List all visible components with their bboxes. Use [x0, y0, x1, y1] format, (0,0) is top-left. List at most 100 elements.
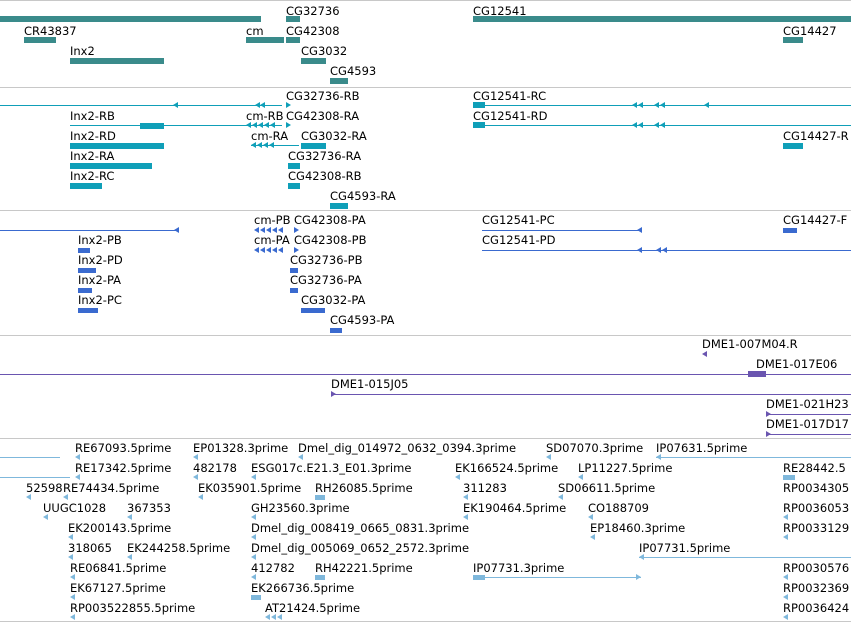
- transcript-exon[interactable]: [288, 183, 300, 189]
- est-exon[interactable]: [251, 595, 261, 600]
- feature-label[interactable]: CG12541-PD: [482, 233, 556, 247]
- transcript-exon[interactable]: [473, 122, 485, 128]
- protein-line[interactable]: [0, 230, 178, 231]
- feature-label[interactable]: CG42308-RB: [288, 169, 362, 183]
- feature-label[interactable]: RH42221.5prime: [315, 561, 413, 575]
- feature-label[interactable]: CG32736-PA: [290, 273, 362, 287]
- feature-label[interactable]: GH23560.3prime: [251, 501, 350, 515]
- feature-label[interactable]: RE17342.5prime: [75, 461, 172, 475]
- transcript-line[interactable]: [70, 125, 282, 126]
- transcript-exon[interactable]: [70, 163, 152, 169]
- feature-label[interactable]: EK190464.5prime: [463, 501, 567, 515]
- gene-feature[interactable]: [246, 37, 284, 43]
- transcript-line[interactable]: [251, 145, 299, 146]
- est-line[interactable]: [473, 577, 641, 578]
- feature-label[interactable]: EK266736.5prime: [251, 581, 355, 595]
- feature-label[interactable]: IP07731.5prime: [639, 541, 731, 555]
- feature-label[interactable]: cm-RA: [251, 129, 289, 143]
- est-exon[interactable]: [315, 575, 325, 580]
- protein-exon[interactable]: [78, 288, 92, 293]
- feature-label[interactable]: EK166524.5prime: [455, 461, 559, 475]
- feature-label[interactable]: RP0030576: [783, 561, 850, 575]
- probe-line[interactable]: [766, 434, 851, 435]
- feature-label[interactable]: RP0034305: [783, 481, 850, 495]
- feature-label[interactable]: EP01328.3prime: [193, 441, 289, 455]
- probe-line[interactable]: [0, 374, 851, 375]
- feature-label[interactable]: Inx2: [70, 44, 95, 58]
- est-exon[interactable]: [315, 495, 325, 500]
- feature-label[interactable]: Inx2-PB: [78, 233, 122, 247]
- feature-label[interactable]: Inx2-PC: [78, 293, 122, 307]
- protein-exon[interactable]: [78, 308, 98, 313]
- feature-label[interactable]: CG42308: [286, 24, 340, 38]
- gene-feature[interactable]: [0, 16, 261, 22]
- feature-label[interactable]: Inx2-PD: [78, 253, 123, 267]
- feature-label[interactable]: EK200143.5prime: [68, 521, 172, 535]
- gene-feature[interactable]: [330, 78, 348, 84]
- feature-label[interactable]: CG14427: [783, 24, 837, 38]
- feature-label[interactable]: CG32736-RA: [288, 149, 362, 163]
- feature-label[interactable]: CG4593-RA: [330, 189, 396, 203]
- feature-label[interactable]: 482178: [193, 461, 237, 475]
- est-line[interactable]: [0, 457, 60, 458]
- est-line[interactable]: [656, 457, 851, 458]
- feature-label[interactable]: CG4593-PA: [330, 313, 395, 327]
- est-line[interactable]: [0, 477, 70, 478]
- gene-feature[interactable]: [301, 58, 326, 64]
- feature-label[interactable]: CR43837: [24, 24, 77, 38]
- feature-label[interactable]: IP07731.3prime: [473, 561, 565, 575]
- transcript-exon[interactable]: [783, 143, 803, 149]
- feature-label[interactable]: Inx2-RA: [70, 149, 115, 163]
- feature-label[interactable]: CG14427-R: [783, 129, 849, 143]
- feature-label[interactable]: cm: [246, 24, 264, 38]
- protein-exon[interactable]: [330, 328, 342, 333]
- feature-label[interactable]: RE67093.5prime: [75, 441, 172, 455]
- feature-label[interactable]: CG42308-RA: [286, 109, 360, 123]
- protein-exon[interactable]: [290, 288, 298, 293]
- feature-label[interactable]: CG3032-RA: [301, 129, 367, 143]
- transcript-exon[interactable]: [70, 143, 164, 149]
- transcript-exon[interactable]: [140, 123, 164, 129]
- feature-label[interactable]: RP0036053: [783, 501, 850, 515]
- gene-feature[interactable]: [70, 58, 164, 64]
- protein-exon[interactable]: [783, 228, 797, 233]
- feature-label[interactable]: CO188709: [588, 501, 649, 515]
- feature-label[interactable]: Inx2-RB: [70, 109, 115, 123]
- feature-label[interactable]: Dmel_dig_014972_0632_0394.3prime: [298, 441, 517, 455]
- feature-label[interactable]: DME1-021H23: [766, 397, 849, 411]
- feature-label[interactable]: CG14427-F: [783, 213, 848, 227]
- feature-label[interactable]: 412782: [251, 561, 295, 575]
- gene-feature[interactable]: [473, 16, 851, 22]
- feature-label[interactable]: CG12541-RC: [473, 89, 547, 103]
- protein-exon[interactable]: [78, 248, 90, 253]
- feature-label[interactable]: RE28442.5: [783, 461, 846, 475]
- feature-label[interactable]: DME1-007M04.R: [702, 337, 798, 351]
- feature-label[interactable]: RP0032369: [783, 581, 850, 595]
- feature-label[interactable]: CG4593: [330, 64, 377, 78]
- feature-label[interactable]: CG32736-RB: [286, 89, 360, 103]
- transcript-exon[interactable]: [473, 102, 485, 108]
- feature-label[interactable]: RE06841.5prime: [70, 561, 167, 575]
- est-exon[interactable]: [783, 475, 795, 480]
- feature-label[interactable]: CG42308-PA: [294, 213, 366, 227]
- protein-exon[interactable]: [78, 268, 96, 273]
- feature-label[interactable]: EK035901.5prime: [198, 481, 302, 495]
- feature-label[interactable]: CG32736: [286, 4, 340, 18]
- protein-exon[interactable]: [301, 308, 325, 313]
- feature-label[interactable]: DME1-017D17: [766, 417, 849, 431]
- feature-label[interactable]: DME1-015J05: [331, 377, 409, 391]
- feature-label[interactable]: EP18460.3prime: [590, 521, 686, 535]
- feature-label[interactable]: SD07070.3prime: [546, 441, 644, 455]
- feature-label[interactable]: Inx2-RD: [70, 129, 116, 143]
- transcript-line[interactable]: [0, 105, 282, 106]
- protein-exon[interactable]: [290, 268, 298, 273]
- feature-label[interactable]: CG32736-PB: [290, 253, 363, 267]
- transcript-exon[interactable]: [301, 143, 326, 149]
- feature-label[interactable]: AT21424.5prime: [265, 601, 361, 615]
- feature-label[interactable]: 367353: [127, 501, 171, 515]
- transcript-exon[interactable]: [330, 203, 348, 209]
- feature-label[interactable]: CG12541: [473, 4, 527, 18]
- feature-label[interactable]: CG3032: [301, 44, 348, 58]
- feature-label[interactable]: RE74434.5prime: [63, 481, 160, 495]
- gene-feature[interactable]: [286, 16, 300, 22]
